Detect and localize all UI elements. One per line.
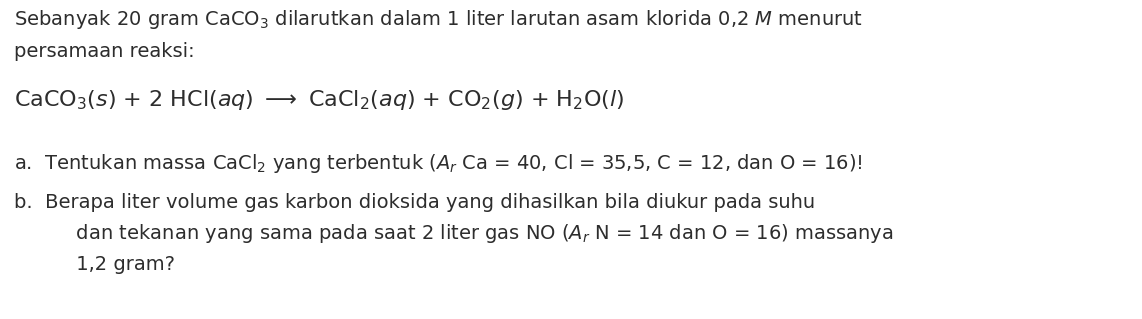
Text: a.  Tentukan massa CaCl$_2$ yang terbentuk ($A_r$ Ca = 40, Cl = 35,5, C = 12, da: a. Tentukan massa CaCl$_2$ yang terbentu… — [14, 152, 863, 175]
Text: dan tekanan yang sama pada saat 2 liter gas NO ($A_r$ N = 14 dan O = 16) massany: dan tekanan yang sama pada saat 2 liter … — [45, 222, 894, 245]
Text: Sebanyak 20 gram CaCO$_3$ dilarutkan dalam 1 liter larutan asam klorida 0,2 $M$ : Sebanyak 20 gram CaCO$_3$ dilarutkan dal… — [14, 8, 863, 31]
Text: 1,2 gram?: 1,2 gram? — [45, 255, 175, 274]
Text: persamaan reaksi:: persamaan reaksi: — [14, 42, 194, 61]
Text: b.  Berapa liter volume gas karbon dioksida yang dihasilkan bila diukur pada suh: b. Berapa liter volume gas karbon dioksi… — [14, 193, 815, 212]
Text: CaCO$_3$$(s)$ + 2 HCl$(aq)$ $\longrightarrow$ CaCl$_2$$(aq)$ + CO$_2$$(g)$ + H$_: CaCO$_3$$(s)$ + 2 HCl$(aq)$ $\longrighta… — [14, 88, 625, 112]
